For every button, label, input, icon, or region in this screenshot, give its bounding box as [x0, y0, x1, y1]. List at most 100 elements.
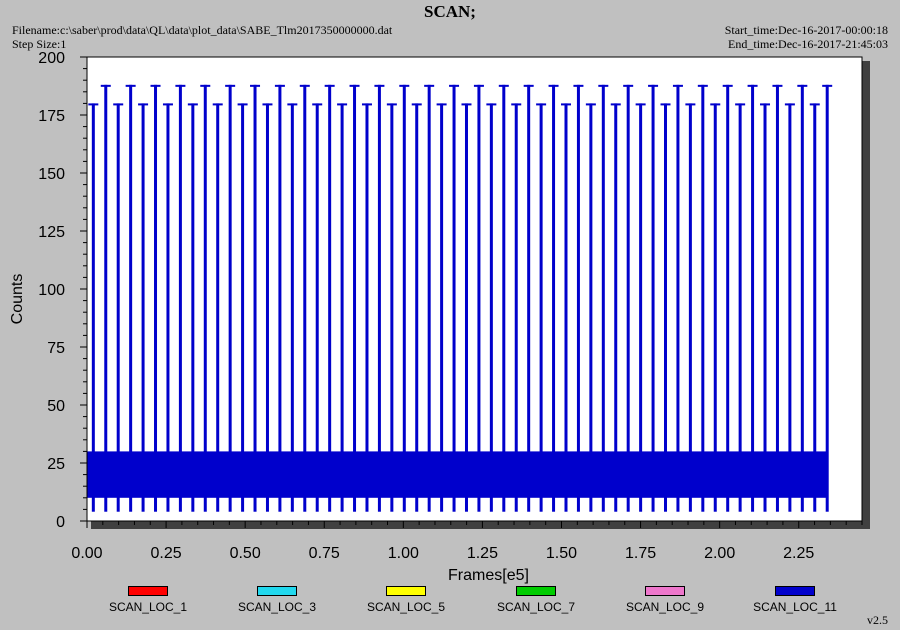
spike-cap [735, 103, 746, 106]
legend-swatch [128, 586, 168, 596]
spike [763, 103, 767, 512]
spike-cap [747, 84, 758, 87]
spike-cap [486, 103, 497, 106]
spike-cap [424, 84, 435, 87]
legend-item: SCAN_LOC_7 [481, 586, 591, 614]
spike-cap [225, 84, 236, 87]
spike [688, 103, 692, 512]
end-time-label: End_time:Dec-16-2017-21:45:03 [728, 37, 888, 51]
x-tick-label: 2.25 [783, 545, 814, 562]
spike-cap [262, 103, 273, 106]
spike [713, 103, 717, 512]
spike [614, 103, 618, 512]
spike-cap [324, 84, 335, 87]
y-axis-label: Counts [9, 274, 26, 325]
y-tick-label: 50 [47, 398, 65, 415]
spike [377, 84, 381, 512]
spike-cap [710, 103, 721, 106]
y-tick-label: 75 [47, 340, 65, 357]
filename-label: Filename:c:\saber\prod\data\QL\data\plot… [12, 23, 393, 37]
legend-swatch [775, 586, 815, 596]
spike-cap [560, 103, 571, 106]
spike [178, 84, 182, 512]
spike-cap [361, 103, 372, 106]
spike-cap [784, 103, 795, 106]
spike [626, 84, 630, 512]
x-axis-ticks: 0.00 0.25 0.50 0.75 1.00 1.25 1.50 1.75 2.00 2.25 [71, 521, 863, 562]
spike-cap [337, 103, 348, 106]
spike-cap [523, 84, 534, 87]
spike-cap [722, 84, 733, 87]
legend-item: SCAN_LOC_3 [222, 586, 332, 614]
legend-label: SCAN_LOC_7 [496, 600, 576, 614]
spike-cap [349, 84, 360, 87]
x-tick-label: 0.00 [71, 545, 102, 562]
spike [464, 103, 468, 512]
spike [589, 103, 593, 512]
x-tick-label: 0.75 [309, 545, 340, 562]
legend-label: SCAN_LOC_1 [108, 600, 188, 614]
spike [775, 84, 779, 512]
spike [203, 84, 207, 512]
spike-cap [250, 84, 261, 87]
spike-cap [436, 103, 447, 106]
version-label: v2.5 [867, 613, 888, 627]
spike [576, 84, 580, 512]
spike-cap [399, 84, 410, 87]
spike [751, 84, 755, 512]
spike-cap [573, 84, 584, 87]
spike [390, 103, 394, 512]
spike [253, 84, 257, 512]
spike [601, 84, 605, 512]
spike-cap [449, 84, 460, 87]
y-tick-label: 100 [38, 282, 65, 299]
spike [427, 84, 431, 512]
spike-cap [386, 103, 397, 106]
spike [527, 84, 531, 512]
spike-cap [88, 103, 99, 106]
x-axis-label: Frames[e5] [448, 567, 529, 584]
y-tick-label: 0 [56, 514, 65, 531]
legend-swatch [645, 586, 685, 596]
spike [141, 103, 145, 512]
spike-cap [685, 103, 696, 106]
spike [216, 103, 220, 512]
spike-cap [809, 103, 820, 106]
spike-cap [150, 84, 161, 87]
spike [539, 103, 543, 512]
spike [154, 84, 158, 512]
spike-cap [822, 84, 833, 87]
spike [701, 84, 705, 512]
spike [91, 103, 95, 512]
spike [315, 103, 319, 512]
spike-cap [187, 103, 198, 106]
spike [477, 84, 481, 512]
legend-swatch [516, 586, 556, 596]
spike-cap [125, 84, 136, 87]
spike-cap [175, 84, 186, 87]
spike [639, 103, 643, 512]
spike [738, 103, 742, 512]
scan-loc-11-spikes [88, 84, 833, 512]
spike [228, 84, 232, 512]
spike-cap [697, 84, 708, 87]
legend-item: SCAN_LOC_5 [351, 586, 461, 614]
spike-cap [511, 103, 522, 106]
legend-label: SCAN_LOC_5 [366, 600, 446, 614]
spike-cap [274, 84, 285, 87]
x-tick-label: 1.75 [625, 545, 656, 562]
spike-cap [138, 103, 149, 106]
spike-cap [548, 84, 559, 87]
spike [800, 84, 804, 512]
spike-cap [672, 84, 683, 87]
spike [129, 84, 133, 512]
spike-cap [648, 84, 659, 87]
spike [514, 103, 518, 512]
spike [415, 103, 419, 512]
spike-cap [113, 103, 124, 106]
legend-swatch [257, 586, 297, 596]
x-tick-label: 1.50 [546, 545, 577, 562]
spike [402, 84, 406, 512]
spike-cap [374, 84, 385, 87]
